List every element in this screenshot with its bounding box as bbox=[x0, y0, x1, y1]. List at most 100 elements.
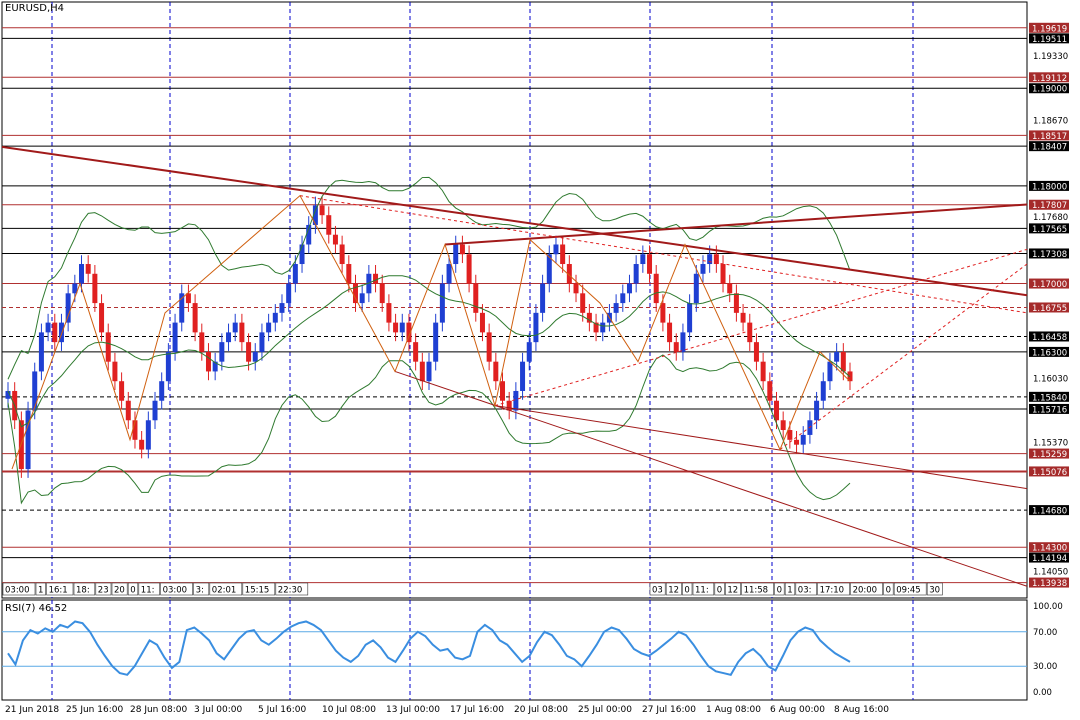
candle-body bbox=[840, 351, 846, 372]
candle-body bbox=[125, 400, 131, 421]
time-box-right-box-12 bbox=[883, 582, 894, 596]
time-box-left-box-12 bbox=[275, 582, 309, 596]
candle-body bbox=[566, 264, 572, 284]
candle-body bbox=[185, 293, 191, 304]
candle-body bbox=[386, 303, 392, 323]
time-box-right-box-8 bbox=[784, 582, 796, 596]
candle-body bbox=[560, 244, 566, 265]
price-tag-label-5: 1.18407 bbox=[1032, 143, 1067, 153]
time-axis-label-13: 8 Aug 16:00 bbox=[834, 705, 889, 715]
price-tag-label-7: 1.17807 bbox=[1032, 201, 1067, 211]
price-tag-4 bbox=[1029, 130, 1069, 141]
price-tag-label-16: 1.15259 bbox=[1032, 450, 1067, 460]
time-axis-label-12: 6 Aug 00:00 bbox=[770, 705, 825, 715]
candle-body bbox=[473, 283, 479, 313]
candle-body bbox=[58, 322, 64, 343]
candle-body bbox=[226, 332, 232, 343]
candle-body bbox=[453, 244, 459, 265]
candle-body bbox=[593, 322, 599, 333]
candle-body bbox=[52, 322, 58, 343]
price-tag-label-0: 1.19619 bbox=[1032, 24, 1067, 34]
time-axis-label-0: 21 Jun 2018 bbox=[5, 705, 59, 715]
rsi-pane-frame bbox=[1, 599, 1028, 701]
candle-body bbox=[272, 312, 278, 323]
time-box-left-label-2: 16:1 bbox=[49, 586, 68, 596]
candle-body bbox=[486, 332, 492, 362]
time-box-left-box-2 bbox=[46, 582, 74, 596]
time-box-left-label-1: 1 bbox=[38, 586, 43, 596]
candle-body bbox=[546, 254, 552, 284]
chart-title: EURUSD,H4 bbox=[5, 3, 65, 14]
price-tag-20 bbox=[1029, 552, 1069, 563]
time-box-left-label-11: 15:15 bbox=[245, 586, 269, 596]
price-tag-5 bbox=[1029, 141, 1069, 152]
candle-body bbox=[439, 283, 445, 323]
candle-body bbox=[359, 293, 365, 304]
candle-body bbox=[753, 342, 759, 362]
price-tag-19 bbox=[1029, 542, 1069, 553]
price-tag-12 bbox=[1029, 331, 1069, 342]
time-box-right-box-1 bbox=[665, 582, 682, 596]
price-tag-6 bbox=[1029, 180, 1069, 191]
candle-body bbox=[112, 361, 118, 382]
time-box-right-label-7: 0 bbox=[777, 586, 782, 596]
candle-body bbox=[145, 420, 151, 450]
time-box-right-label-8: 1 bbox=[787, 586, 792, 596]
candle-body bbox=[165, 351, 171, 382]
candle-body bbox=[540, 283, 546, 313]
candle-body bbox=[152, 400, 158, 421]
time-box-left-box-1 bbox=[35, 582, 46, 596]
candle-body bbox=[413, 342, 419, 362]
candle-body bbox=[513, 390, 519, 411]
time-box-right-label-13: 09:45 bbox=[896, 586, 921, 596]
candle-body bbox=[319, 205, 325, 216]
time-box-right-label-5: 12 bbox=[727, 586, 738, 596]
price-tag-label-3: 1.19000 bbox=[1032, 85, 1067, 95]
price-tag-label-8: 1.17565 bbox=[1032, 225, 1067, 235]
candle-body bbox=[687, 303, 693, 333]
candle-body bbox=[426, 361, 432, 382]
candle-body bbox=[65, 293, 71, 323]
candle-body bbox=[573, 283, 579, 294]
price-tag-label-21: 1.13938 bbox=[1032, 579, 1067, 589]
time-box-left-label-12: 22:30 bbox=[278, 586, 303, 596]
candle-body bbox=[800, 434, 806, 445]
candle-body bbox=[446, 264, 452, 284]
candle-body bbox=[38, 332, 44, 372]
time-box-right-label-9: 03: bbox=[798, 586, 812, 596]
price-tag-21 bbox=[1029, 577, 1069, 588]
candle-body bbox=[5, 390, 11, 399]
candle-body bbox=[493, 361, 499, 382]
time-axis-label-10: 27 Jul 16:00 bbox=[642, 705, 696, 715]
time-box-left-box-6 bbox=[127, 582, 139, 596]
candle-body bbox=[700, 264, 706, 274]
price-tag-label-19: 1.14300 bbox=[1032, 544, 1067, 554]
price-axis-label-2: 1.17680 bbox=[1033, 213, 1068, 223]
price-tag-label-20: 1.14194 bbox=[1032, 554, 1067, 564]
candle-body bbox=[79, 264, 85, 284]
time-box-left-box-3 bbox=[73, 582, 96, 596]
candle-body bbox=[326, 215, 332, 235]
candle-body bbox=[533, 312, 539, 343]
candle-body bbox=[827, 361, 833, 382]
bollinger-lower bbox=[7, 354, 851, 505]
price-tag-16 bbox=[1029, 448, 1069, 459]
candle-body bbox=[720, 264, 726, 284]
candle-body bbox=[192, 303, 198, 333]
time-box-left-box-5 bbox=[111, 582, 128, 596]
candle-body bbox=[379, 283, 385, 304]
candle-body bbox=[312, 205, 318, 225]
time-box-right-label-6: 11:58 bbox=[744, 586, 769, 596]
candle-body bbox=[620, 293, 626, 304]
time-box-left-label-5: 20 bbox=[114, 586, 125, 596]
candle-body bbox=[667, 322, 673, 343]
price-axis-label-1: 1.18670 bbox=[1033, 116, 1068, 126]
price-tag-18 bbox=[1029, 505, 1069, 516]
price-tag-label-1: 1.19511 bbox=[1032, 35, 1067, 45]
time-box-right-box-2 bbox=[682, 582, 693, 596]
candle-body bbox=[740, 312, 746, 323]
candle-body bbox=[767, 381, 773, 401]
main-pane-frame bbox=[1, 1, 1028, 599]
candle-body bbox=[199, 332, 205, 352]
